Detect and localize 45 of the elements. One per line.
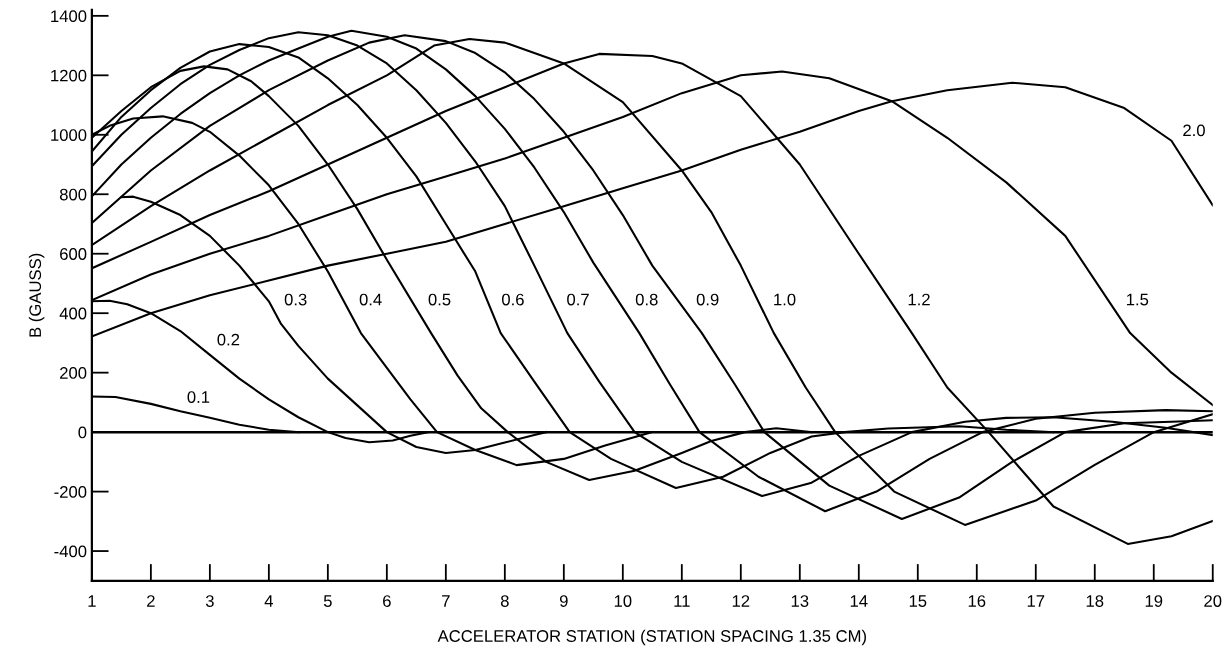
x-tick-label: 14: [850, 595, 868, 607]
y-axis-title: B (GAUSS): [28, 253, 45, 337]
x-tick-label: 2: [147, 595, 155, 607]
x-tick-label: 15: [909, 595, 927, 607]
series-label: 0.7: [567, 293, 589, 306]
y-tick-label: 400: [59, 307, 87, 320]
y-tick-label: 600: [60, 248, 87, 260]
x-tick-label: 7: [442, 595, 450, 607]
y-tick-label: -400: [54, 545, 87, 558]
x-tick-label: 3: [205, 595, 214, 607]
series-label: 0.8: [635, 293, 658, 306]
series-label: 1.5: [1126, 293, 1149, 306]
series-label: 0.4: [359, 293, 382, 306]
x-tick-label: 17: [1027, 595, 1045, 607]
x-tick-label: 6: [383, 595, 391, 607]
x-tick-label: 9: [559, 595, 568, 607]
y-tick-label: 1200: [51, 69, 87, 82]
series-label: 0.6: [501, 293, 524, 306]
series-label: 0.5: [428, 293, 451, 306]
x-tick-label: 8: [500, 595, 509, 607]
series-label: 0.3: [284, 293, 307, 306]
y-tick-label: 200: [60, 367, 87, 379]
series-label: 1.0: [774, 293, 796, 306]
x-tick-label: 19: [1145, 595, 1163, 607]
y-tick-label: 1400: [51, 10, 87, 23]
series-label: 2.0: [1183, 124, 1205, 137]
y-tick-label: -200: [54, 486, 87, 498]
x-tick-label: 18: [1086, 595, 1104, 607]
x-tick-label: 13: [791, 595, 809, 607]
x-tick-label: 10: [614, 595, 632, 607]
series-label: 0.9: [696, 293, 719, 306]
x-tick-label: 16: [968, 595, 986, 607]
x-tick-label: 20: [1204, 595, 1222, 607]
x-tick-label: 4: [264, 595, 273, 607]
x-tick-label: 11: [674, 595, 690, 607]
y-tick-label: 0: [78, 426, 87, 439]
x-tick-label: 12: [732, 595, 750, 607]
y-tick-label: 800: [59, 188, 87, 201]
x-axis-title: ACCELERATOR STATION (STATION SPACING 1.35 CM): [437, 629, 866, 646]
series-label: 0.1: [187, 391, 210, 403]
series-label: 0.2: [217, 333, 240, 346]
x-tick-label: 1: [88, 595, 96, 607]
x-tick-label: 5: [323, 595, 332, 607]
series-label: 1.2: [908, 293, 930, 306]
y-tick-label: 1000: [51, 129, 87, 141]
